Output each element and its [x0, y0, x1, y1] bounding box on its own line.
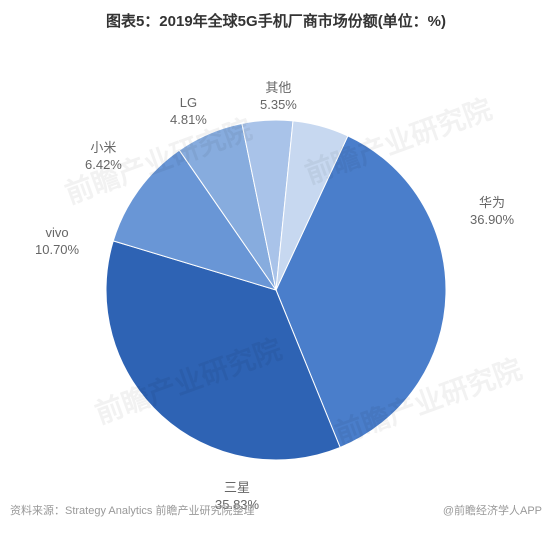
slice-label: LG4.81%: [170, 95, 207, 129]
pie-chart: 华为36.90%三星35.83%vivo10.70%小米6.42%LG4.81%…: [0, 40, 552, 480]
slice-label-name: 小米: [85, 140, 122, 157]
slice-label-name: 华为: [470, 195, 514, 212]
pie-svg: [0, 40, 552, 538]
slice-label: 小米6.42%: [85, 140, 122, 174]
slice-label-value: 5.35%: [260, 97, 297, 114]
attribution-text: @前瞻经济学人APP: [443, 502, 542, 518]
slice-label-value: 10.70%: [35, 242, 79, 259]
source-text: 资料来源：Strategy Analytics 前瞻产业研究院整理: [10, 502, 255, 518]
slice-label: 华为36.90%: [470, 195, 514, 229]
slice-label-name: 其他: [260, 80, 297, 97]
slice-label-name: 三星: [215, 480, 259, 497]
slice-label-name: vivo: [35, 225, 79, 242]
slice-label: 其他5.35%: [260, 80, 297, 114]
slice-label-value: 4.81%: [170, 112, 207, 129]
slice-label: vivo10.70%: [35, 225, 79, 259]
slice-label-value: 36.90%: [470, 212, 514, 229]
chart-title: 图表5：2019年全球5G手机厂商市场份额(单位：%): [0, 0, 552, 31]
slice-label-name: LG: [170, 95, 207, 112]
slice-label-value: 6.42%: [85, 157, 122, 174]
